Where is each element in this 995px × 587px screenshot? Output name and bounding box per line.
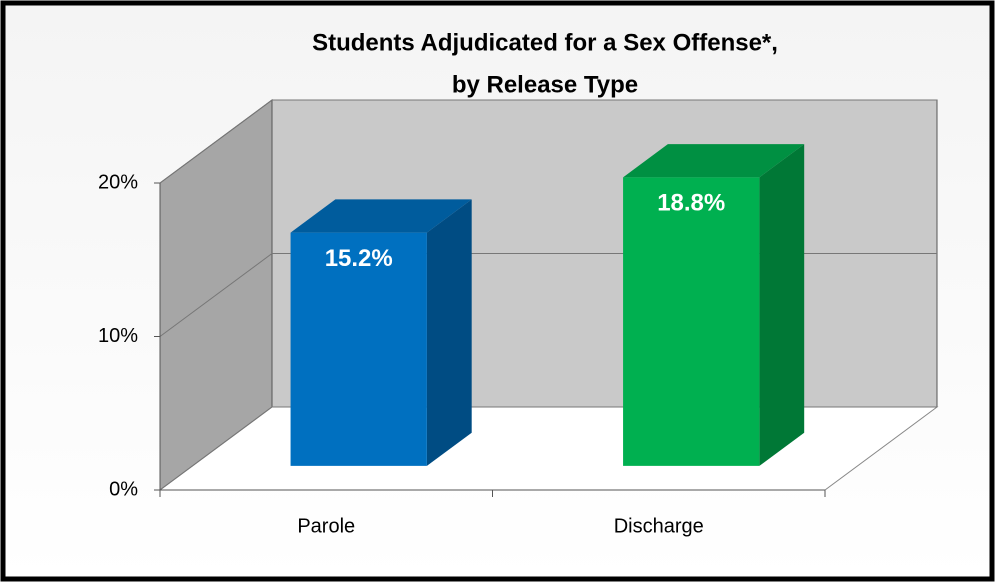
data-label: 18.8% xyxy=(657,190,725,217)
data-label: 15.2% xyxy=(325,245,393,272)
y-tick-label: 0% xyxy=(109,478,138,500)
bar xyxy=(290,232,427,466)
bar-top xyxy=(623,144,805,178)
bar-top xyxy=(290,199,472,233)
bar xyxy=(623,177,760,466)
y-tick-label: 20% xyxy=(98,171,138,193)
x-tick-label: Parole xyxy=(297,515,355,537)
bar-side xyxy=(426,199,472,466)
x-tick-label: Discharge xyxy=(614,515,704,537)
y-tick-label: 10% xyxy=(98,325,138,347)
grid-line xyxy=(159,99,937,184)
chart-title: by Release Type xyxy=(452,71,638,98)
chart-title: Students Adjudicated for a Sex Offense*, xyxy=(312,29,778,56)
bar-side xyxy=(759,144,805,466)
floor xyxy=(158,406,939,491)
